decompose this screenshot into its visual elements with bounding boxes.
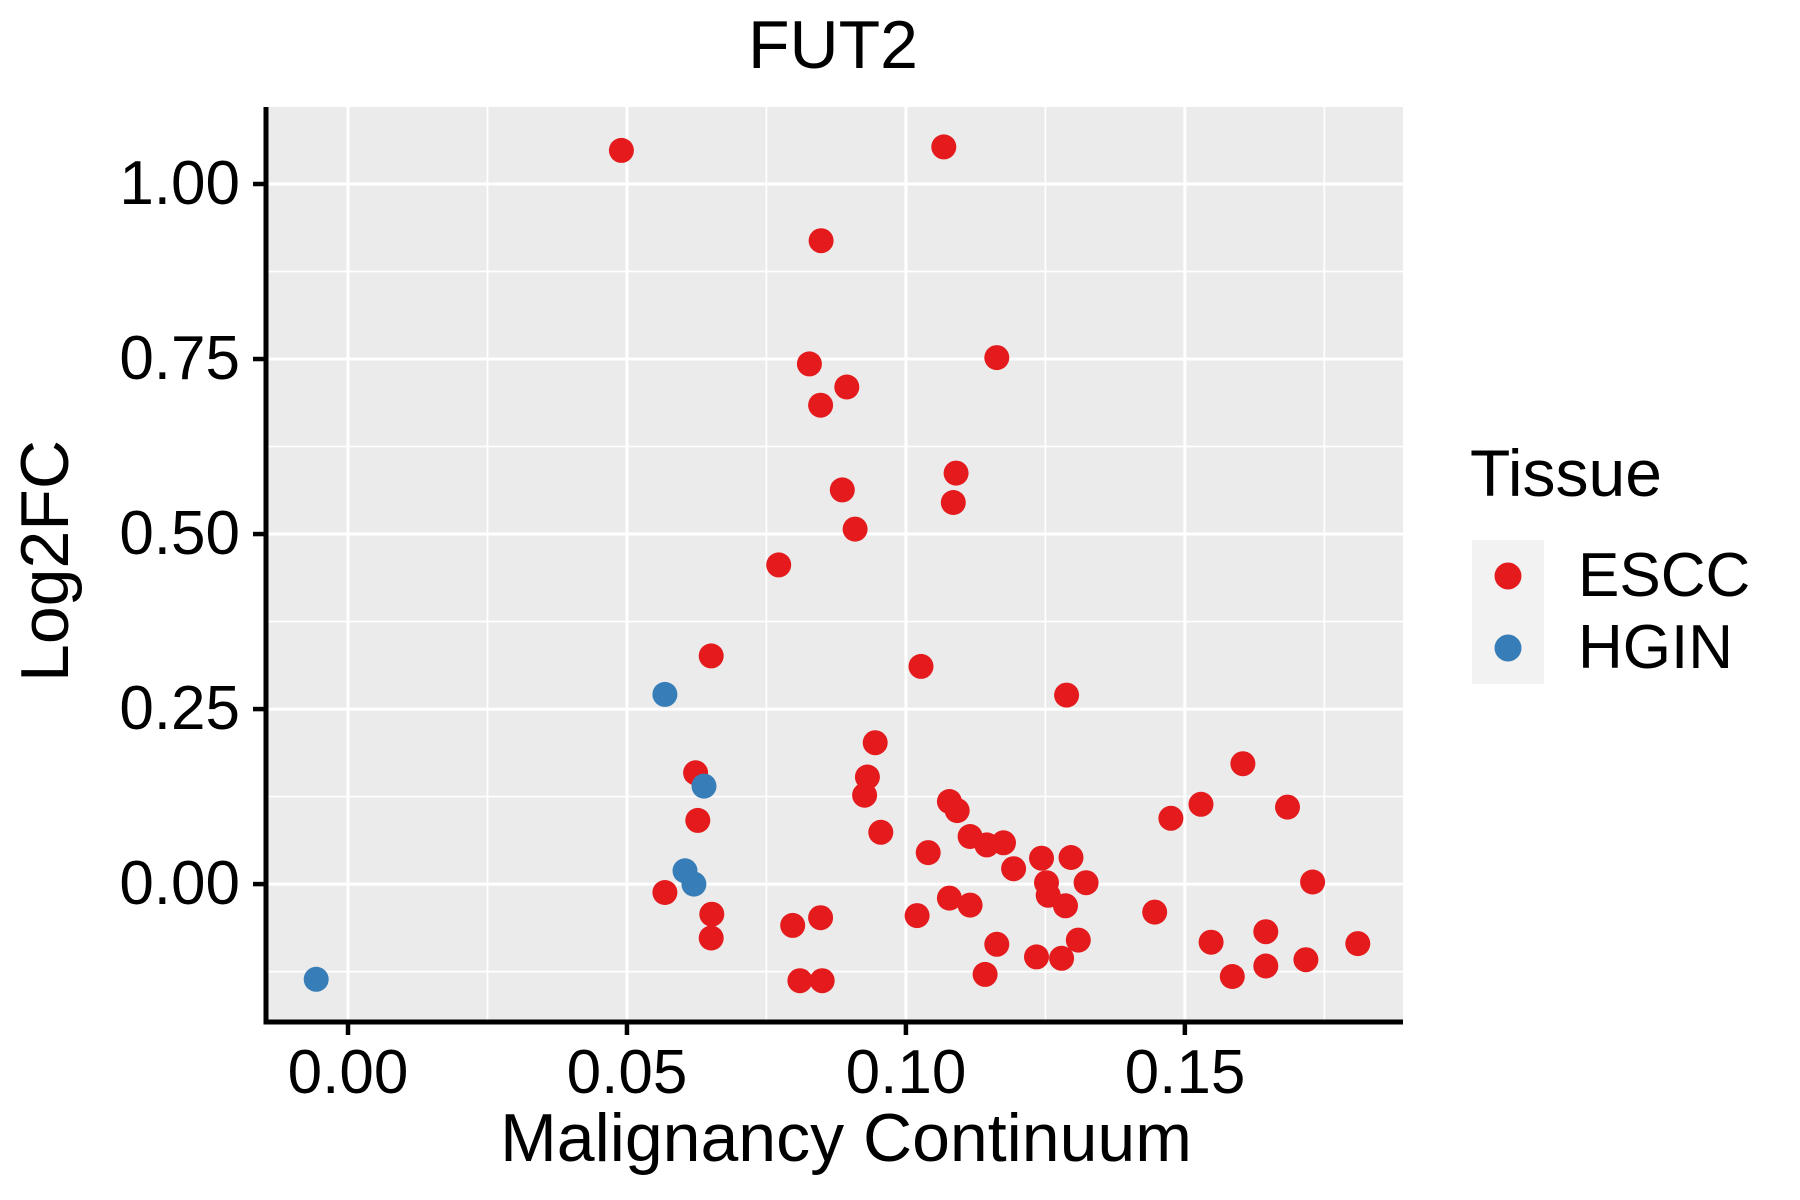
- data-point-escc: [940, 490, 966, 515]
- data-point-escc: [1219, 964, 1245, 989]
- y-tick-label-0.00: 0.00: [119, 849, 240, 918]
- data-point-escc: [1142, 899, 1168, 925]
- data-point-escc: [652, 880, 678, 905]
- x-tick-label-0.05: 0.05: [566, 1038, 688, 1107]
- data-point-escc: [984, 345, 1010, 371]
- data-point-escc: [699, 901, 725, 927]
- data-point-escc: [808, 392, 834, 418]
- data-point-escc: [1073, 870, 1099, 896]
- data-point-escc: [991, 830, 1016, 856]
- data-point-hgin: [303, 966, 329, 992]
- data-point-escc: [1345, 931, 1371, 957]
- legend-key-hgin: [1472, 612, 1544, 684]
- data-point-escc: [1253, 953, 1279, 979]
- data-point-escc: [931, 134, 957, 160]
- data-point-escc: [1293, 947, 1319, 973]
- data-point-hgin: [681, 871, 707, 897]
- data-point-escc: [842, 516, 868, 542]
- data-point-escc: [780, 912, 806, 938]
- legend-label-escc: ESCC: [1578, 541, 1751, 610]
- y-axis-title: Log2FC: [7, 440, 83, 682]
- data-point-escc: [904, 903, 930, 929]
- data-point-escc: [1065, 927, 1091, 953]
- data-point-escc: [808, 905, 834, 931]
- data-point-escc: [1300, 869, 1326, 895]
- legend-label-hgin: HGIN: [1578, 613, 1733, 682]
- data-point-escc: [1058, 845, 1084, 870]
- escc-dot-icon: [1494, 562, 1522, 590]
- data-point-escc: [698, 643, 724, 669]
- data-point-escc: [829, 477, 855, 503]
- data-point-escc: [809, 968, 835, 994]
- x-tick-label-0.00: 0.00: [287, 1038, 409, 1107]
- data-point-escc: [943, 460, 969, 486]
- data-point-hgin: [652, 681, 678, 707]
- data-point-escc: [796, 351, 822, 377]
- data-point-escc: [698, 925, 724, 951]
- data-point-escc: [787, 968, 813, 994]
- data-point-escc: [984, 931, 1010, 957]
- plot-panel: [266, 107, 1403, 1022]
- data-point-escc: [944, 798, 970, 824]
- data-point-escc: [852, 782, 878, 808]
- data-point-escc: [808, 228, 834, 254]
- data-point-escc: [915, 840, 941, 866]
- y-tick-label-0.75: 0.75: [119, 324, 240, 393]
- y-tick-label-0.25: 0.25: [119, 674, 240, 743]
- data-point-escc: [1198, 929, 1224, 955]
- data-point-escc: [1001, 856, 1027, 882]
- data-point-escc: [766, 552, 792, 578]
- data-point-escc: [908, 653, 934, 679]
- data-point-escc: [957, 892, 983, 918]
- data-point-escc: [685, 807, 711, 833]
- plot-title: FUT2: [748, 7, 918, 83]
- legend-key-escc: [1472, 540, 1544, 612]
- x-axis-title: Malignancy Continuum: [500, 1100, 1192, 1176]
- hgin-dot-icon: [1494, 634, 1522, 662]
- x-tick-label-0.10: 0.10: [845, 1038, 967, 1107]
- data-point-escc: [1049, 945, 1075, 971]
- data-point-hgin: [691, 773, 717, 799]
- data-point-escc: [1275, 794, 1300, 820]
- data-point-escc: [834, 374, 860, 400]
- data-point-escc: [1024, 944, 1049, 970]
- data-point-escc: [972, 961, 998, 987]
- data-point-escc: [608, 137, 634, 163]
- y-tick-label-1.00: 1.00: [119, 149, 240, 218]
- legend-title: Tissue: [1470, 436, 1662, 510]
- data-point-escc: [868, 819, 894, 845]
- data-point-escc: [1054, 682, 1080, 708]
- data-point-escc: [862, 730, 888, 756]
- data-point-escc: [1253, 919, 1279, 945]
- x-tick-label-0.15: 0.15: [1124, 1038, 1246, 1107]
- data-point-escc: [1158, 805, 1184, 831]
- data-point-escc: [936, 885, 962, 911]
- data-point-escc: [1188, 791, 1214, 817]
- y-tick-label-0.50: 0.50: [119, 499, 240, 568]
- data-point-escc: [1029, 845, 1054, 871]
- data-point-escc: [1053, 893, 1078, 919]
- data-point-escc: [1230, 751, 1256, 777]
